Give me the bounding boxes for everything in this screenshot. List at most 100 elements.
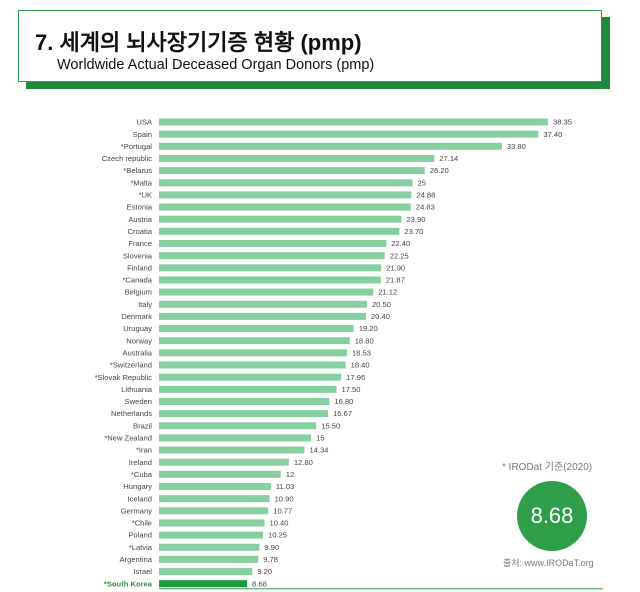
category-label: Finland	[127, 263, 152, 272]
category-label: Poland	[128, 531, 152, 540]
bar	[159, 361, 346, 369]
category-label: *Portugal	[121, 142, 153, 151]
category-label: *Cuba	[131, 470, 153, 479]
category-label: Germany	[121, 506, 152, 515]
category-label: Spain	[133, 130, 152, 139]
bar	[159, 203, 411, 211]
category-label: Sweden	[125, 397, 152, 406]
category-label: *Canada	[122, 276, 152, 285]
category-label: *Belarus	[123, 166, 152, 175]
value-label: 15	[316, 434, 324, 443]
bar	[159, 142, 502, 150]
bar	[159, 252, 385, 260]
bar	[159, 470, 281, 478]
value-label: 12.80	[294, 458, 313, 467]
value-label: 10.77	[273, 506, 292, 515]
value-label: 24.88	[416, 191, 435, 200]
value-label: 9.78	[263, 555, 278, 564]
category-label: Ireland	[129, 458, 152, 467]
category-label: Iceland	[128, 494, 153, 503]
bar	[159, 434, 312, 442]
category-label: Denmark	[121, 312, 152, 321]
category-label: Israel	[133, 567, 152, 576]
bar	[159, 446, 305, 454]
highlight-bar	[159, 580, 248, 588]
bar	[159, 519, 265, 527]
header-box: 7. 세계의 뇌사장기기증 현황 (pmp) Worldwide Actual …	[18, 10, 602, 82]
value-label: 18.40	[351, 361, 370, 370]
value-label: 24.83	[416, 203, 435, 212]
category-label: Hungary	[123, 482, 152, 491]
value-label: 9.90	[264, 543, 279, 552]
bar	[159, 312, 366, 320]
category-label: Netherlands	[111, 409, 152, 418]
value-label: 16.67	[333, 409, 352, 418]
source-note: * IRODat 기준(2020)	[502, 462, 593, 473]
bar	[159, 179, 413, 187]
category-label: Norway	[126, 336, 152, 345]
bar	[159, 191, 412, 199]
category-label: *Chile	[132, 519, 152, 528]
category-label: Czech republic	[102, 154, 152, 163]
bar	[159, 410, 329, 418]
value-label: 25	[418, 178, 426, 187]
value-label: 8.68	[252, 579, 267, 588]
value-label: 27.14	[439, 154, 458, 163]
category-label: Slovenia	[123, 251, 153, 260]
bar	[159, 568, 253, 576]
bar	[159, 154, 435, 162]
bar	[159, 422, 317, 430]
bar	[159, 483, 271, 490]
category-label: Uruguay	[123, 324, 152, 333]
value-label: 10.90	[275, 494, 294, 503]
category-label: Brazil	[133, 421, 152, 430]
category-label: Italy	[138, 300, 152, 309]
category-label: Australia	[122, 348, 152, 357]
category-label: *UK	[138, 191, 152, 200]
bar	[159, 167, 425, 175]
value-label: 11.03	[276, 482, 294, 491]
bar	[159, 555, 259, 563]
value-label: 38.35	[553, 118, 572, 127]
category-label: *Switzerland	[110, 361, 152, 370]
category-label: Belgium	[125, 288, 152, 297]
bar	[159, 227, 400, 235]
bar	[159, 543, 260, 551]
value-label: 15.50	[321, 421, 340, 430]
bar	[159, 300, 367, 308]
category-label: USA	[136, 118, 153, 127]
bar	[159, 373, 342, 381]
bar	[159, 337, 350, 345]
value-label: 20.40	[371, 312, 390, 321]
category-label: Austria	[128, 215, 152, 224]
value-label: 14.34	[309, 446, 328, 455]
bar	[159, 397, 330, 405]
value-label: 37.40	[543, 130, 562, 139]
bar	[159, 458, 289, 466]
bar	[159, 130, 539, 138]
bar	[159, 507, 269, 515]
bar	[159, 276, 381, 284]
category-label: *Latvia	[129, 543, 153, 552]
category-label: *New Zealand	[104, 434, 152, 443]
value-label: 10.40	[269, 519, 288, 528]
value-label: 16.80	[334, 397, 353, 406]
category-label: Argentina	[119, 555, 152, 564]
category-label: Croatia	[128, 227, 153, 236]
bar	[159, 349, 347, 357]
value-label: 19.20	[359, 324, 378, 333]
value-label: 22.25	[390, 251, 409, 260]
page-subtitle: Worldwide Actual Deceased Organ Donors (…	[57, 57, 375, 73]
bar	[159, 531, 263, 539]
value-label: 23.90	[406, 215, 425, 224]
bar	[159, 288, 374, 296]
bar	[159, 118, 548, 126]
value-label: 9.20	[257, 567, 272, 576]
value-label: 10.25	[268, 531, 287, 540]
category-label: Lithuania	[121, 385, 153, 394]
value-label: 18.53	[352, 348, 371, 357]
bar	[159, 325, 354, 333]
bar	[159, 495, 270, 503]
value-label: 21.90	[386, 263, 405, 272]
value-label: 33.80	[507, 142, 526, 151]
